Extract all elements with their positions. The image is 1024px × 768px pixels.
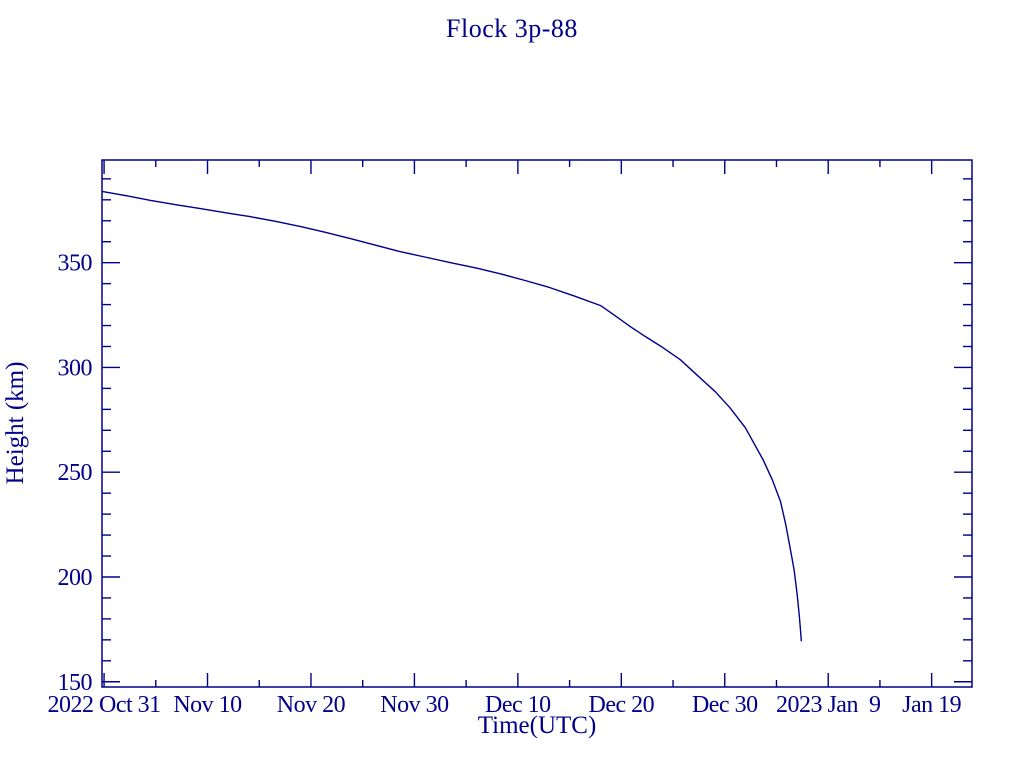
y-tick-label: 250 [58,460,93,486]
x-tick-label: Dec 20 [588,692,654,718]
y-tick-label: 300 [58,355,93,381]
decay-curve [101,190,802,642]
x-tick-label: Nov 30 [380,692,449,718]
plot-frame [101,159,973,688]
y-tick-label: 150 [58,670,93,696]
y-tick-label: 350 [58,251,93,277]
x-tick-label: Dec 10 [485,692,551,718]
y-tick-label: 200 [58,565,93,591]
x-tick-label: Nov 20 [277,692,346,718]
x-tick-label: Dec 30 [692,692,758,718]
x-tick-label: 2023 Jan 9 [776,692,881,718]
x-tick-label: 2022 Oct 31 [47,692,160,718]
x-tick-label: Nov 10 [173,692,242,718]
x-tick-label: Jan 19 [902,692,961,718]
x-axis-title: Time(UTC) [477,712,597,739]
chart-title: Flock 3p-88 [446,14,578,43]
